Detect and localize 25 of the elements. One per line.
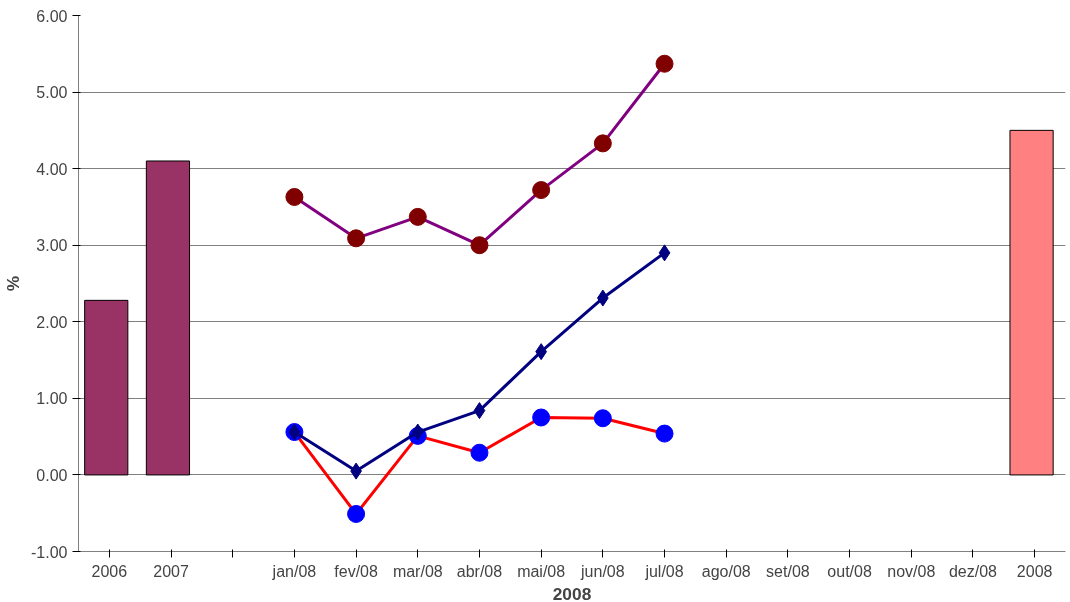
- x-tick-label: abr/08: [456, 562, 503, 580]
- y-tick-label: 2.00: [36, 313, 68, 331]
- x-tick-label: dez/08: [948, 562, 998, 580]
- x-tick-label: out/08: [827, 562, 872, 580]
- x-tick-label: jun/08: [580, 562, 625, 580]
- y-axis-title: %: [3, 275, 24, 292]
- y-tick-label: 6.00: [36, 7, 68, 25]
- y-tick-label: 4.00: [36, 160, 68, 178]
- x-tick-label: ago/08: [701, 562, 751, 580]
- x-tick-label: 2006: [91, 562, 128, 580]
- x-tick-label: mai/08: [517, 562, 566, 580]
- y-tick-label: 5.00: [36, 84, 68, 102]
- x-tick-label: nov/08: [887, 562, 936, 580]
- y-tick-label: 1.00: [36, 390, 68, 408]
- x-tick-label: set/08: [766, 562, 810, 580]
- y-tick-label: -1.00: [31, 543, 68, 561]
- x-tick-label: fev/08: [334, 562, 378, 580]
- y-tick-label: 3.00: [36, 237, 68, 255]
- x-axis-title: 2008: [552, 583, 592, 602]
- x-tick-label: 2007: [153, 562, 189, 580]
- x-tick-label: jan/08: [271, 562, 317, 580]
- y-tick-label: 0.00: [36, 466, 68, 484]
- x-tick-label: 2008: [1016, 562, 1053, 580]
- x-tick-label: jul/08: [644, 562, 684, 580]
- x-tick-label: mar/08: [392, 562, 443, 580]
